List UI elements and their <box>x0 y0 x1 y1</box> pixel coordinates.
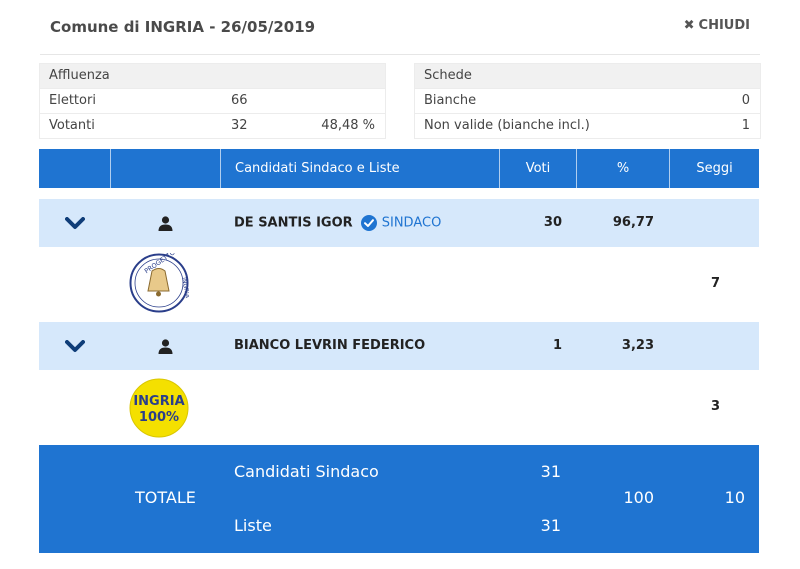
total-label: TOTALE <box>135 488 196 507</box>
votes-percent: 48,48 % <box>321 118 375 133</box>
header-icon-col <box>111 149 221 188</box>
votes-value: 32 <box>231 118 248 133</box>
logo-line-1: INGRIA <box>133 394 184 409</box>
candidate-percent: 3,23 <box>621 338 654 353</box>
header-seats: Seggi <box>696 161 733 176</box>
total-percent: 100 <box>623 488 654 507</box>
candidate-name: DE SANTIS IGOR <box>234 215 353 231</box>
header-expand-col <box>39 149 111 188</box>
check-badge-icon <box>361 215 378 231</box>
list-logo-progetto-ingria: PROGETTO INGRIA <box>129 253 189 313</box>
close-icon: ✖ <box>683 18 695 33</box>
close-button[interactable]: ✖ CHIUDI <box>684 18 750 33</box>
total-candidates-label: Candidati Sindaco <box>234 462 379 481</box>
voters-label: Elettori <box>49 93 96 108</box>
person-icon <box>158 339 173 354</box>
blank-label: Bianche <box>424 93 477 108</box>
total-row: TOTALE Candidati Sindaco 31 Liste 31 100… <box>39 445 759 553</box>
list-row: INGRIA 100% 3 <box>39 370 759 445</box>
candidate-name-cell: DE SANTIS IGOR SINDACO <box>234 215 441 231</box>
candidate-votes: 1 <box>552 338 562 353</box>
list-seats: 3 <box>710 399 720 414</box>
turnout-panel: Affluenza Elettori 66 Votanti 32 48,48 % <box>39 63 386 139</box>
header-candidates: Candidati Sindaco e Liste <box>221 149 500 188</box>
header-votes: Voti <box>500 149 577 188</box>
votes-label: Votanti <box>49 118 95 133</box>
total-lists-label: Liste <box>234 516 272 535</box>
ballots-heading: Schede <box>415 64 760 88</box>
candidate-name: BIANCO LEVRIN FEDERICO <box>234 338 426 353</box>
blank-value: 0 <box>741 93 750 108</box>
table-header: Candidati Sindaco e Liste Voti % Seggi <box>39 149 759 188</box>
close-label: CHIUDI <box>698 18 750 33</box>
page-title: Comune di INGRIA - 26/05/2019 <box>50 18 316 36</box>
header-percent: % <box>577 149 670 188</box>
chevron-down-icon[interactable] <box>65 340 85 353</box>
candidate-percent: 96,77 <box>612 215 654 230</box>
list-seats: 7 <box>710 276 720 291</box>
invalid-value: 1 <box>741 118 750 133</box>
votes-row: Votanti 32 48,48 % <box>40 113 385 138</box>
voters-value: 66 <box>231 93 248 108</box>
person-icon <box>158 216 173 231</box>
popup-header: Comune di INGRIA - 26/05/2019 ✖ CHIUDI <box>40 0 760 55</box>
candidate-role: SINDACO <box>381 215 442 231</box>
list-logo-ingria-100: INGRIA 100% <box>129 378 189 438</box>
total-lists-votes: 31 <box>540 516 561 535</box>
voters-row: Elettori 66 <box>40 88 385 113</box>
list-row: PROGETTO INGRIA 7 <box>39 247 759 321</box>
ballots-panel: Schede Bianche 0 Non valide (bianche inc… <box>414 63 761 139</box>
total-candidates-votes: 31 <box>540 462 561 481</box>
invalid-row: Non valide (bianche incl.) 1 <box>415 113 760 138</box>
invalid-label: Non valide (bianche incl.) <box>424 118 590 133</box>
turnout-heading: Affluenza <box>40 64 385 88</box>
logo-text-side: INGRIA <box>180 277 189 300</box>
total-seats: 10 <box>724 488 745 507</box>
blank-row: Bianche 0 <box>415 88 760 113</box>
candidate-row[interactable]: BIANCO LEVRIN FEDERICO 1 3,23 <box>39 322 759 370</box>
candidate-row[interactable]: DE SANTIS IGOR SINDACO 30 96,77 <box>39 199 759 247</box>
chevron-down-icon[interactable] <box>65 217 85 230</box>
logo-line-2: 100% <box>139 410 179 425</box>
candidate-votes: 30 <box>543 215 562 230</box>
